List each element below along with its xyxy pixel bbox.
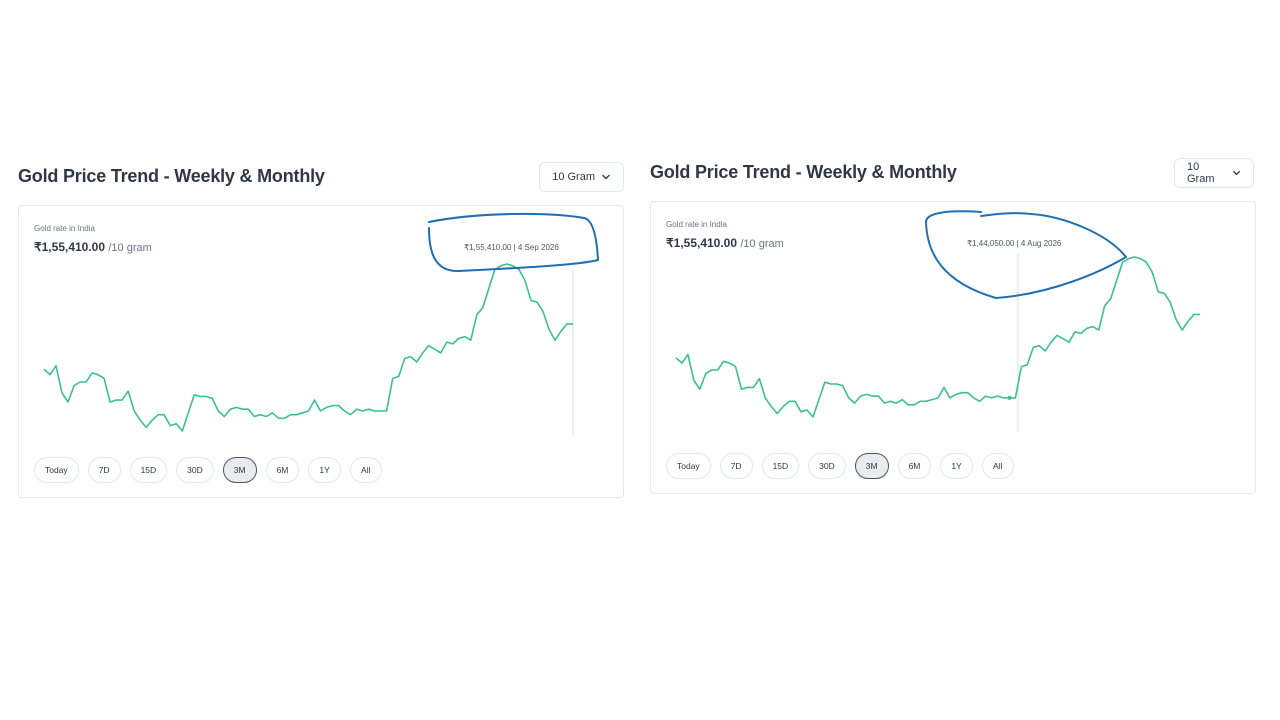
gold-trend-panel-left: Gold Price Trend - Weekly & Monthly 10 G… [18,162,624,502]
range-button-15d[interactable]: 15D [761,453,800,479]
page-title: Gold Price Trend - Weekly & Monthly [18,166,325,186]
range-button-3m[interactable]: 3M [222,457,257,483]
chart-caption: Gold rate in India [34,224,95,233]
range-selector: Today 7D 15D 30D 3M 6M 1Y All [666,453,1014,479]
range-button-30d[interactable]: 30D [176,457,214,483]
unit-select-label: 10 Gram [552,171,595,183]
range-button-7d[interactable]: 7D [719,453,753,479]
price-series-line [675,256,1200,418]
chart-caption: Gold rate in India [666,220,727,229]
range-button-all[interactable]: All [349,457,382,483]
current-price: ₹1,55,410.00 /10 gram [666,236,784,250]
chevron-down-icon [1233,170,1240,176]
price-value: ₹1,55,410.00 [666,236,738,250]
price-unit: /10 gram [108,242,152,254]
range-button-1y[interactable]: 1Y [308,457,341,483]
chevron-down-icon [602,174,610,180]
range-button-6m[interactable]: 6M [897,453,932,479]
range-button-today[interactable]: Today [666,453,711,479]
chart-card: Gold rate in India ₹1,55,410.00 /10 gram… [650,201,1256,494]
range-button-3m[interactable]: 3M [854,453,889,479]
price-line-chart[interactable] [651,202,1257,495]
page-title: Gold Price Trend - Weekly & Monthly [650,162,957,182]
chart-card: Gold rate in India ₹1,55,410.00 /10 gram… [18,205,624,498]
price-line-chart[interactable] [19,206,625,499]
price-unit: /10 gram [740,238,784,250]
current-price: ₹1,55,410.00 /10 gram [34,240,152,254]
range-button-all[interactable]: All [981,453,1014,479]
range-button-30d[interactable]: 30D [808,453,846,479]
price-series-line [43,263,573,432]
range-button-7d[interactable]: 7D [87,457,121,483]
range-button-1y[interactable]: 1Y [940,453,973,479]
range-button-today[interactable]: Today [34,457,79,483]
price-value: ₹1,55,410.00 [34,240,106,254]
gold-trend-panel-right: Gold Price Trend - Weekly & Monthly 10 G… [650,158,1256,498]
unit-select-label: 10 Gram [1187,161,1215,185]
range-selector: Today 7D 15D 30D 3M 6M 1Y All [34,457,382,483]
unit-select[interactable]: 10 Gram [1174,158,1254,188]
range-button-6m[interactable]: 6M [265,457,300,483]
hover-point [1007,395,1012,400]
range-button-15d[interactable]: 15D [129,457,168,483]
unit-select[interactable]: 10 Gram [539,162,624,192]
